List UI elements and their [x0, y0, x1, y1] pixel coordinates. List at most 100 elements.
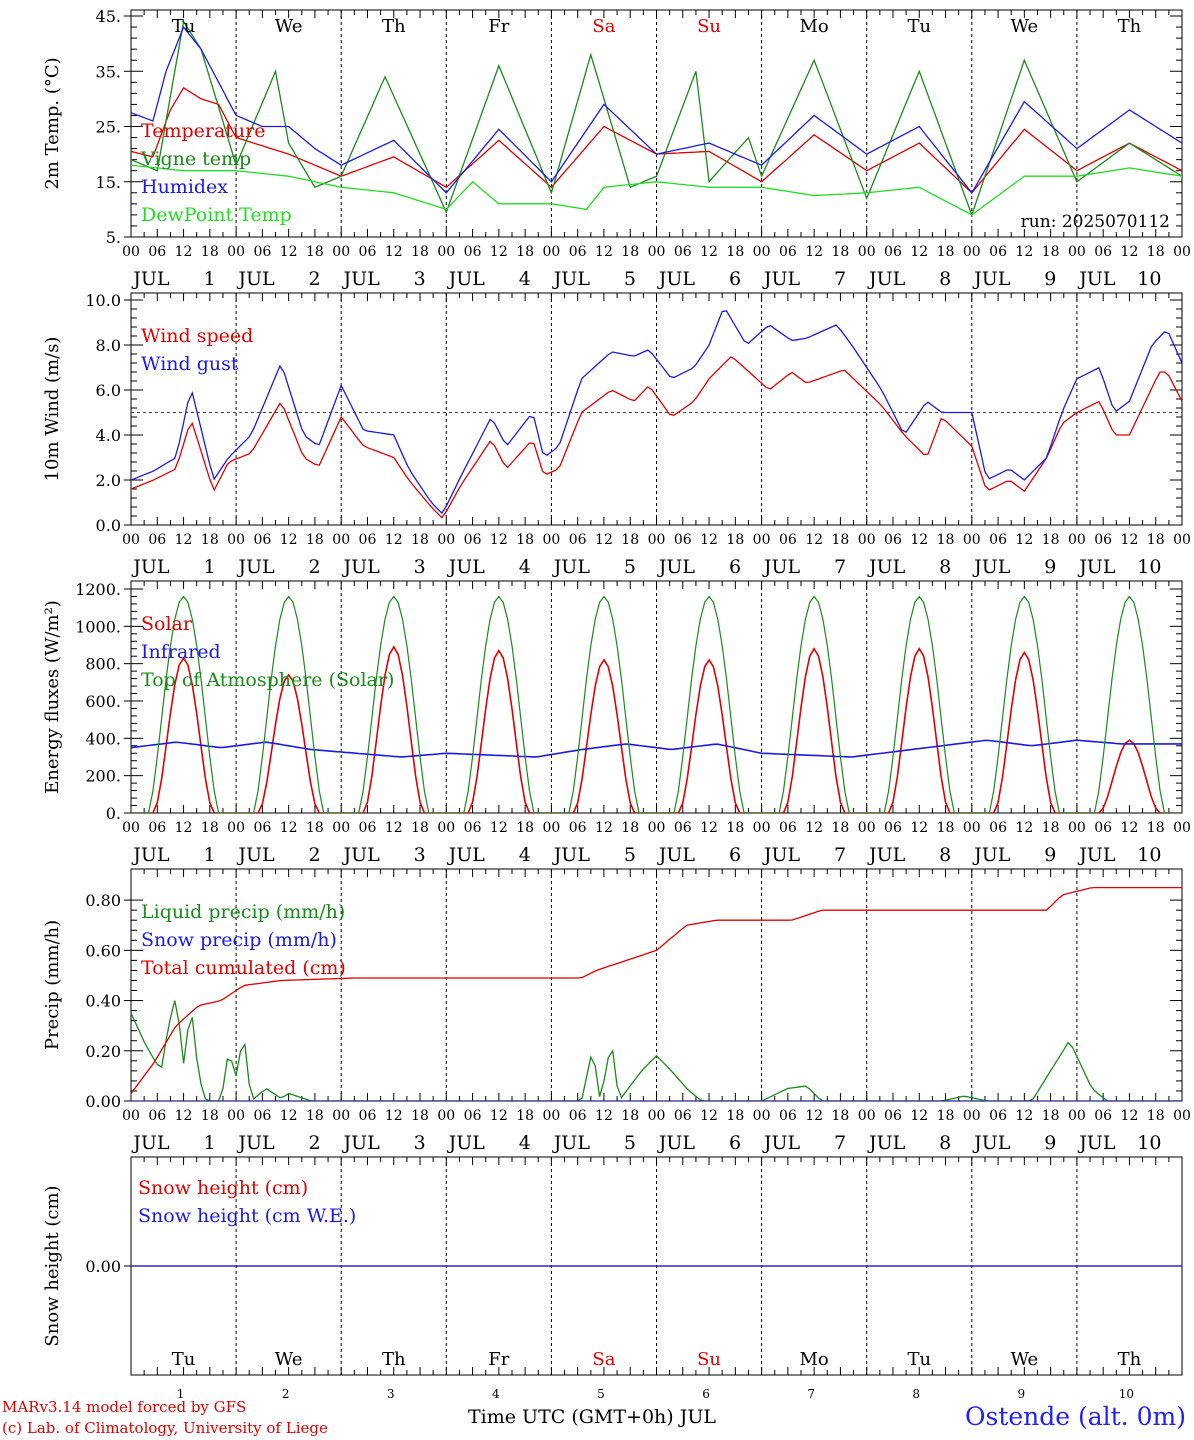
weekday-label: Tu [907, 1349, 931, 1370]
y-tick-label: 6.0 [96, 381, 121, 400]
station-name-text: Ostende (alt. 0m) [965, 1402, 1186, 1431]
hour-tick-label: 18 [516, 244, 534, 260]
hour-tick-label: 12 [175, 532, 193, 548]
date-label: 6 [729, 1132, 741, 1154]
date-label: 7 [834, 1132, 846, 1154]
series-group [131, 19, 1182, 217]
date-label: 8 [939, 556, 951, 578]
month-label: JUL [762, 1132, 801, 1154]
weekday-label: We [1011, 1349, 1039, 1370]
hour-tick-label: 12 [700, 532, 718, 548]
date-label: 6 [729, 268, 741, 290]
hour-tick-label: 12 [1015, 820, 1033, 836]
hour-tick-label: 00 [542, 1108, 560, 1124]
y-tick-label: 0. [106, 804, 121, 823]
month-label: JUL [447, 556, 486, 578]
date-label: 5 [624, 844, 636, 866]
date-label: 4 [519, 556, 531, 578]
y-axis-label: Snow height (cm) [42, 1185, 63, 1346]
hour-tick-label: 18 [516, 820, 534, 836]
hour-tick-label: 18 [411, 1108, 429, 1124]
legend: Solar Infrared Top of Atmosphere (Solar) [141, 613, 394, 691]
hour-tick-label: 12 [490, 1108, 508, 1124]
month-label: JUL [552, 556, 591, 578]
hour-tick-label: 18 [1147, 244, 1165, 260]
month-label: JUL [131, 268, 170, 290]
hour-tick-label: 00 [227, 820, 245, 836]
y-tick-label: 4.0 [96, 426, 121, 445]
y-tick-label: 5. [106, 228, 121, 247]
hour-tick-label: 06 [884, 532, 902, 548]
hour-tick-label: 00 [542, 532, 560, 548]
hour-tick-label: 18 [411, 820, 429, 836]
hour-tick-label: 00 [122, 532, 140, 548]
legend: Liquid precip (mm/h) Snow precip (mm/h) To… [141, 901, 346, 979]
date-label: 6 [729, 556, 741, 578]
y-tick-label: 800. [85, 655, 121, 674]
hour-tick-label: 12 [280, 820, 298, 836]
hour-tick-label: 06 [884, 820, 902, 836]
legend-entry: Vigne temp [140, 148, 251, 170]
hour-tick-label: 18 [832, 532, 850, 548]
y-tick-label: 0.20 [85, 1042, 121, 1061]
hour-tick-label: 00 [332, 1108, 350, 1124]
y-tick-label: 0.0 [96, 516, 121, 535]
weekday-label: Th [1118, 1349, 1142, 1370]
date-label: 10 [1137, 268, 1161, 290]
date-label: 8 [912, 1387, 920, 1401]
hour-tick-label: 06 [674, 244, 692, 260]
hour-tick-label: 18 [1147, 1108, 1165, 1124]
month-label: JUL [131, 844, 170, 866]
hour-tick-label: 18 [621, 244, 639, 260]
legend-entry: Temperature [141, 120, 265, 142]
y-tick-label: 0.60 [85, 941, 121, 960]
panel-energy: 0. 200. 400. 600. 800. 1000. 1200. Energy fluxe… [42, 580, 1191, 866]
month-label: JUL [342, 844, 381, 866]
date-label: 7 [834, 844, 846, 866]
hour-tick-label: 12 [700, 244, 718, 260]
hour-tick-label: 12 [595, 1108, 613, 1124]
hour-tick-label: 12 [700, 820, 718, 836]
hour-tick-label: 06 [359, 820, 377, 836]
month-label: JUL [552, 844, 591, 866]
hour-tick-label: 06 [253, 820, 271, 836]
date-label: 9 [1044, 844, 1056, 866]
legend: Temperature Vigne temp Humidex DewPoint Tem… [140, 120, 292, 226]
month-label: JUL [342, 556, 381, 578]
hour-tick-label: 00 [753, 532, 771, 548]
panel-temperature: 5. 15. 25. 35. 45. 2m Temp. (°C) Temperature Vi… [42, 7, 1191, 290]
y-axis: 0. 200. 400. 600. 800. 1000. 1200. [75, 580, 1182, 823]
hour-tick-label: 12 [595, 532, 613, 548]
hour-tick-label: 06 [253, 244, 271, 260]
hour-tick-label: 18 [937, 1108, 955, 1124]
legend-entry: Liquid precip (mm/h) [141, 901, 345, 923]
hour-tick-label: 12 [805, 532, 823, 548]
month-label: JUL [447, 268, 486, 290]
hour-tick-label: 06 [464, 1108, 482, 1124]
hour-tick-label: 00 [122, 1108, 140, 1124]
date-label: 7 [834, 268, 846, 290]
hour-tick-label: 12 [595, 820, 613, 836]
hour-tick-label: 00 [648, 532, 666, 548]
run-annotation: run: 2025070112 [1021, 212, 1170, 232]
date-label: 1 [203, 1132, 215, 1154]
weekday-label: Fr [488, 16, 509, 37]
month-label: JUL [762, 844, 801, 866]
weekday-label: Tu [172, 16, 196, 37]
hour-tick-label: 12 [910, 820, 928, 836]
hour-tick-label: 12 [1121, 1108, 1139, 1124]
date-label: 1 [203, 844, 215, 866]
hour-tick-label: 00 [332, 244, 350, 260]
date-label: 1 [203, 268, 215, 290]
hour-tick-label: 06 [1094, 244, 1112, 260]
date-label: 3 [414, 268, 426, 290]
y-tick-label: 35. [96, 62, 121, 81]
hour-tick-label: 06 [1094, 1108, 1112, 1124]
hour-tick-label: 06 [148, 244, 166, 260]
hour-tick-label: 00 [122, 820, 140, 836]
hour-tick-label: 06 [674, 532, 692, 548]
hour-tick-label: 00 [753, 244, 771, 260]
hour-tick-label: 00 [858, 532, 876, 548]
weekday-label: Mo [800, 1349, 829, 1370]
